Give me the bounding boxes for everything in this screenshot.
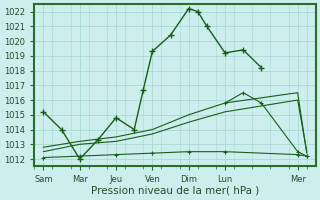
- X-axis label: Pression niveau de la mer( hPa ): Pression niveau de la mer( hPa ): [91, 186, 259, 196]
